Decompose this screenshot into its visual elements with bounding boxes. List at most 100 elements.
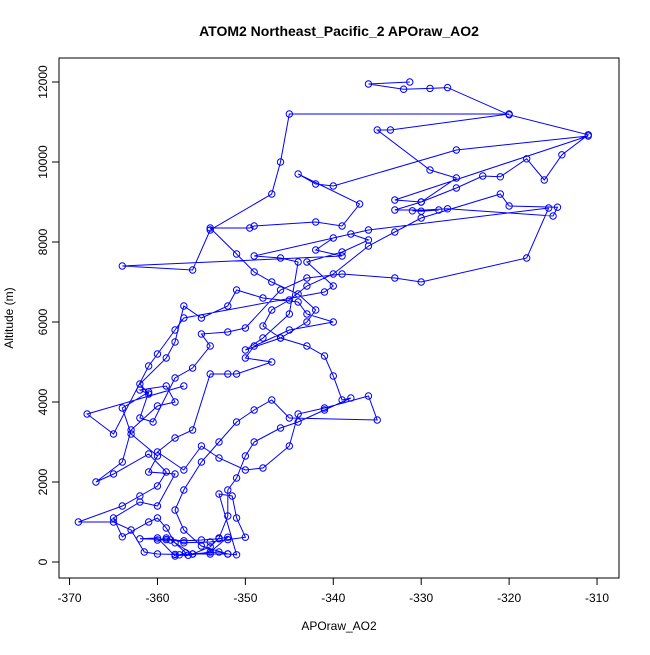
data-point — [294, 290, 302, 298]
data-point — [373, 416, 381, 424]
data-point — [303, 258, 311, 266]
x-axis-label: APOraw_AO2 — [301, 619, 377, 633]
data-point — [215, 454, 223, 462]
data-point — [329, 182, 337, 190]
x-tick-label: -350 — [233, 591, 257, 605]
data-point — [118, 458, 126, 466]
data-point — [144, 450, 153, 458]
data-point — [303, 282, 311, 290]
y-tick-label: 0 — [36, 558, 50, 565]
data-point — [144, 362, 153, 370]
data-point — [180, 537, 188, 545]
data-point — [144, 468, 153, 476]
data-point — [329, 282, 337, 290]
chart-title: ATOM2 Northeast_Pacific_2 APOraw_AO2 — [199, 23, 479, 39]
data-point — [417, 278, 425, 286]
data-point — [408, 207, 417, 215]
data-point — [171, 338, 179, 346]
data-point — [250, 252, 258, 260]
data-point — [215, 548, 223, 556]
data-point — [206, 538, 214, 546]
data-point — [118, 262, 126, 270]
data-point — [443, 205, 452, 213]
data-point — [109, 430, 118, 438]
data-point — [391, 206, 399, 214]
data-point — [224, 302, 232, 310]
data-point — [312, 246, 320, 254]
data-point — [250, 406, 258, 414]
data-point — [426, 84, 434, 93]
data-point — [426, 166, 434, 174]
data-point — [268, 396, 276, 404]
data-point — [259, 334, 267, 342]
data-point — [180, 314, 188, 322]
data-point — [355, 200, 364, 208]
x-tick-label: -370 — [58, 591, 82, 605]
data-point — [144, 388, 153, 396]
y-tick-label: 4000 — [36, 388, 50, 415]
data-point — [197, 330, 206, 338]
data-point — [224, 512, 232, 520]
data-point — [206, 226, 214, 234]
data-point — [338, 270, 346, 278]
data-point — [391, 274, 399, 282]
data-point — [171, 470, 179, 478]
data-point — [338, 252, 346, 260]
data-point — [558, 151, 566, 159]
y-tick-label: 6000 — [36, 308, 50, 335]
data-point — [232, 250, 241, 258]
data-point — [171, 434, 179, 442]
data-point — [118, 404, 126, 412]
data-point — [544, 204, 553, 212]
data-point — [399, 85, 408, 93]
data-point — [540, 176, 548, 184]
data-point — [232, 286, 241, 294]
data-point — [268, 358, 276, 366]
data-point — [522, 155, 531, 163]
data-point — [549, 212, 557, 220]
data-point — [144, 518, 153, 526]
data-point — [197, 442, 206, 450]
data-point — [162, 354, 170, 362]
data-point — [206, 548, 214, 556]
data-point — [136, 535, 144, 543]
data-point — [153, 534, 162, 542]
data-point — [206, 342, 214, 350]
data-point — [347, 394, 355, 402]
x-tick-label: -330 — [409, 591, 433, 605]
data-points — [74, 78, 592, 560]
data-point — [74, 518, 83, 526]
data-point — [285, 296, 294, 304]
y-tick-label: 8000 — [36, 228, 50, 255]
data-point — [171, 506, 179, 514]
data-point — [162, 534, 170, 542]
data-point — [250, 438, 258, 446]
data-point — [285, 310, 294, 318]
data-point — [250, 268, 258, 276]
data-point — [364, 392, 373, 400]
data-point — [144, 390, 153, 398]
data-point — [435, 206, 443, 214]
data-point — [171, 398, 179, 406]
data-point — [417, 198, 425, 206]
data-point — [443, 83, 452, 92]
data-point — [127, 430, 135, 438]
data-point — [259, 294, 267, 302]
data-point — [276, 286, 285, 294]
data-point — [224, 486, 232, 494]
data-point — [180, 486, 188, 494]
data-point — [224, 535, 232, 544]
data-point — [224, 370, 232, 378]
data-point — [386, 126, 395, 134]
y-tick-label: 2000 — [36, 468, 50, 495]
data-point — [92, 478, 100, 486]
data-point — [320, 352, 329, 360]
data-point — [276, 158, 285, 166]
data-point — [522, 254, 531, 262]
data-point — [162, 524, 170, 532]
data-point — [162, 382, 170, 390]
data-point — [153, 448, 162, 456]
data-point — [250, 342, 258, 350]
data-point — [197, 458, 206, 466]
